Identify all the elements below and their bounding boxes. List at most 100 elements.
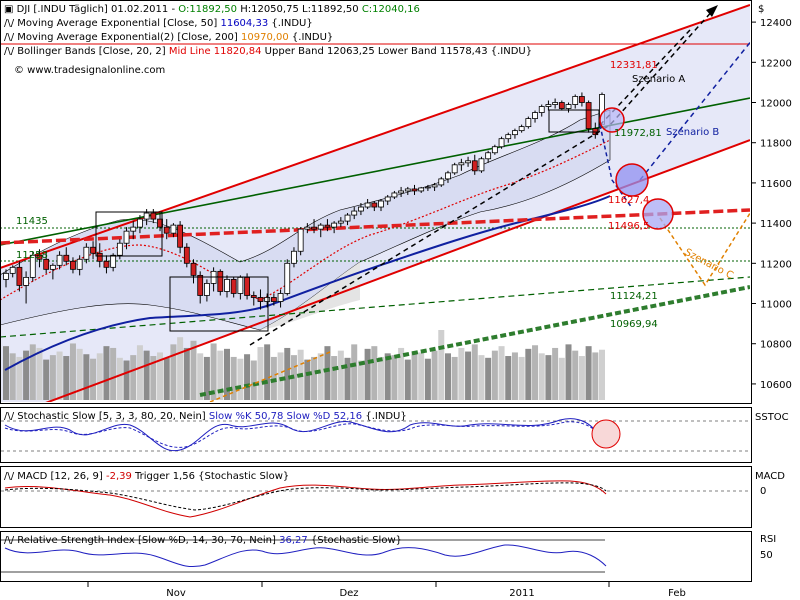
time-axis: Nov Dez 2011 Feb (87, 582, 686, 599)
volume-bar (103, 346, 110, 400)
volume-bar (76, 348, 83, 400)
volume-bar (491, 350, 498, 400)
macd-axis-tick: 0 (760, 486, 766, 497)
annotation-scenario-b: Szenario B (666, 127, 719, 138)
candle-up (424, 186, 431, 189)
candle-down (36, 254, 43, 260)
candle-up (143, 212, 150, 220)
volume-bar (43, 359, 50, 400)
volume-bar (264, 344, 271, 400)
volume-bar (223, 348, 230, 400)
candle-down (90, 246, 96, 254)
volume-bar (337, 350, 344, 400)
candle-up (137, 218, 143, 228)
candle-down (311, 226, 317, 230)
main-legend: ▣ DJI [.INDU Täglich] 01.02.2011 - O:118… (4, 4, 532, 57)
stochastic-legend: /\/ Stochastic Slow [5, 3, 3, 80, 20, Ne… (4, 411, 407, 422)
candle-down (270, 297, 277, 302)
candle-up (391, 192, 398, 198)
volume-bar (424, 358, 431, 400)
volume-bar (190, 340, 197, 400)
legend-line: ▣ DJI [.INDU Täglich] 01.02.2011 - O:118… (4, 4, 420, 15)
candle-down (217, 270, 224, 292)
candle-up (49, 264, 56, 270)
macd-content (1, 480, 750, 518)
stochastic-highlight-circle (591, 419, 621, 449)
scenario-b-arrow (639, 41, 750, 181)
candle-up (130, 226, 137, 232)
candle-up (116, 242, 123, 256)
candle-up (538, 106, 545, 113)
candle-up (56, 254, 63, 266)
volume-bar (378, 356, 385, 400)
volume-bar (116, 357, 123, 400)
volume-bars (3, 330, 605, 400)
candle-up (3, 272, 9, 280)
price-axis: 10600 10800 11000 11200 11400 11600 11800 12000… (751, 18, 792, 391)
candle-down (177, 224, 184, 248)
volume-bar (63, 356, 70, 400)
candle-up (331, 222, 338, 228)
consolidation-box-2 (169, 276, 269, 332)
candle-up (123, 230, 130, 244)
price-tick-label: 11800 (760, 139, 792, 150)
volume-bar (90, 358, 97, 400)
candle-up (344, 214, 351, 222)
volume-bar (599, 349, 605, 400)
volume-bar (545, 355, 552, 400)
ema200-line (209, 351, 331, 402)
volume-bar (250, 360, 257, 400)
time-tick-label: Feb (668, 588, 686, 599)
ema50-line (4, 195, 611, 371)
volume-bar (16, 356, 23, 400)
legend-line: /\/ Moving Average Exponential(2) [Close… (4, 32, 333, 43)
annotation-level-12331: 12331,81 (610, 60, 658, 71)
volume-bar (29, 344, 36, 400)
volume-bar (384, 353, 391, 400)
macd-panel (0, 466, 752, 528)
volume-bar (518, 356, 525, 400)
candle-down (585, 102, 592, 130)
volume-bar (592, 352, 599, 400)
candle-down (411, 188, 418, 192)
volume-bar (498, 346, 505, 400)
price-tick-label: 11200 (760, 259, 792, 270)
bollinger-band-fill (1, 109, 611, 331)
price-tick-label: 10600 (760, 380, 792, 391)
annotation-level-11496: 11496,5 (608, 221, 649, 232)
scenario-a-arrowhead (706, 5, 718, 17)
candle-up (565, 104, 572, 109)
candle-down (43, 258, 50, 270)
macd-line (4, 480, 607, 518)
price-tick-label: 11600 (760, 179, 792, 190)
volume-bar (438, 330, 445, 400)
volume-bar (478, 355, 485, 400)
channel-upper-line (1, 4, 750, 269)
volume-bar (36, 347, 43, 400)
time-tick-label: Dez (339, 588, 358, 599)
price-tick-label: 11000 (760, 300, 792, 311)
candle-up (83, 246, 90, 260)
volume-bar (431, 350, 438, 400)
stochastic-d-line (4, 421, 606, 448)
volume-bar (324, 346, 331, 400)
consolidation-box-3 (548, 109, 600, 133)
volume-bar (411, 351, 418, 400)
macd-axis-label: MACD (755, 471, 785, 482)
candle-up (498, 138, 505, 148)
rsi-axis-tick: 50 (760, 550, 773, 561)
rsi-axis-label: RSI (760, 534, 776, 545)
candle-up (291, 250, 297, 264)
candle-up (478, 158, 485, 172)
volume-bar (69, 343, 76, 400)
candle-down (70, 260, 76, 270)
candle-up (431, 184, 438, 188)
candlesticks (3, 92, 605, 310)
volume-bar (130, 355, 137, 400)
stochastic-axis-label: SSTOC (755, 412, 789, 423)
volume-bar (237, 358, 244, 400)
volume-bar (572, 350, 579, 400)
volume-bar (110, 347, 117, 400)
candle-up (237, 276, 244, 294)
candle-up (384, 196, 391, 202)
